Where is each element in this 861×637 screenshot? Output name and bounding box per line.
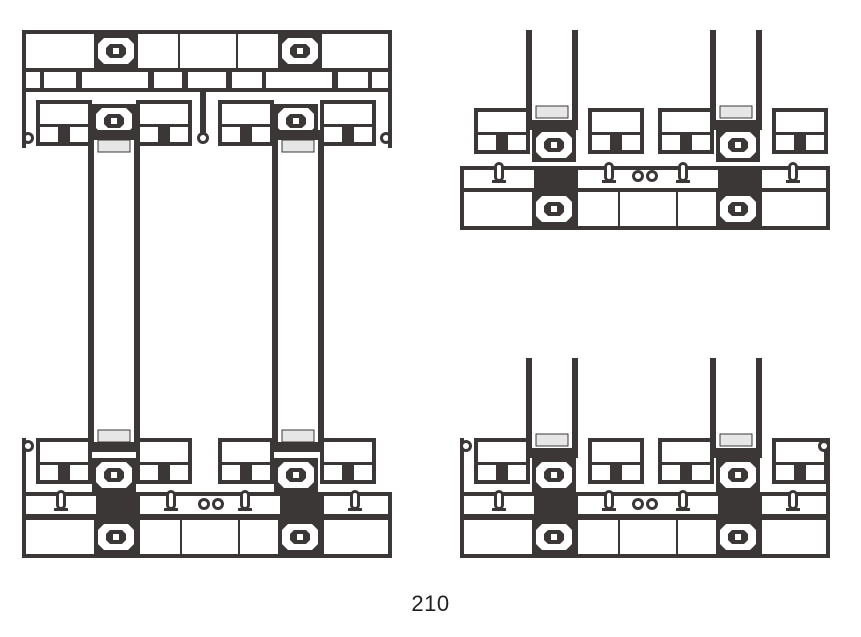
figure-caption: 210	[411, 591, 450, 616]
vertical-section	[22, 30, 392, 558]
horizontal-section-top	[460, 30, 830, 230]
head-frame	[22, 30, 392, 92]
glass-pane-left	[88, 130, 140, 452]
glass-pane-right	[272, 130, 324, 452]
sill-frame	[22, 438, 392, 558]
horizontal-section-bottom	[460, 358, 830, 558]
